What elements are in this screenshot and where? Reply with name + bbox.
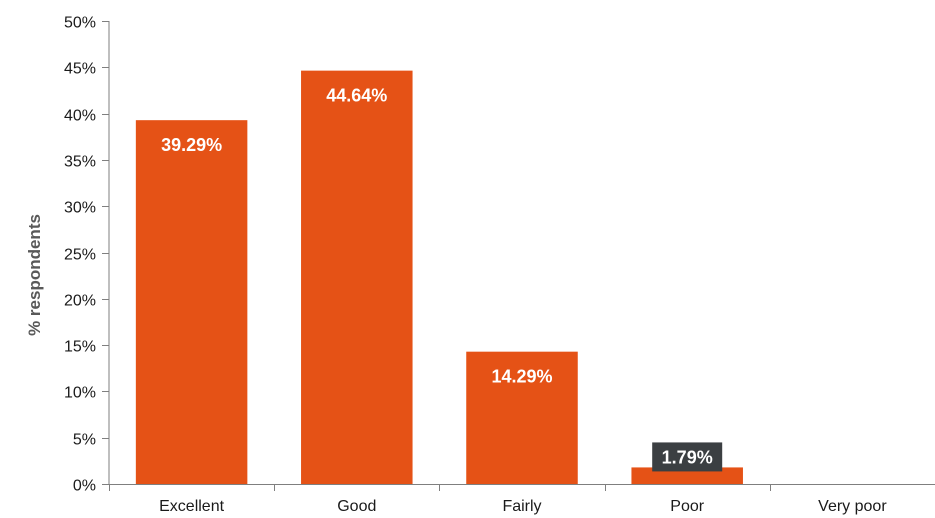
y-tick-label: 45%: [64, 61, 96, 78]
y-tick-label: 25%: [64, 247, 96, 264]
x-category-label: Excellent: [159, 498, 224, 515]
x-category-label: Fairly: [502, 498, 541, 515]
data-label-callout: [652, 442, 723, 472]
data-label: 14.29%: [491, 367, 552, 387]
y-axis-title-group: % respondents: [25, 214, 44, 336]
data-label: 39.29%: [161, 135, 222, 155]
y-tick-label: 0%: [73, 478, 96, 495]
x-category-label: Good: [337, 498, 376, 515]
x-category-label: Very poor: [818, 498, 887, 515]
y-axis-title: % respondents: [25, 214, 44, 336]
bars: 39.29% 44.64% 14.29% 1.79%: [135, 70, 743, 485]
y-tick-label: 15%: [64, 339, 96, 356]
bar-excellent: [135, 120, 248, 485]
y-tick-label: 10%: [64, 385, 96, 402]
bar-fairly: [466, 351, 578, 484]
y-axis: 0% 5% 10% 15% 20% 25% 30% 35% 40% 45% 50%: [64, 15, 110, 495]
y-tick-label: 35%: [64, 154, 96, 171]
x-category-label: Poor: [670, 498, 704, 515]
bar-poor: [631, 467, 743, 484]
data-label: 44.64%: [326, 86, 387, 106]
y-tick-label: 40%: [64, 108, 96, 125]
y-tick-label: 30%: [64, 200, 96, 217]
data-label: 1.79%: [662, 447, 713, 467]
x-axis: Excellent Good Fairly Poor Very poor: [109, 484, 935, 515]
y-tick-label: 20%: [64, 293, 96, 310]
y-tick-label: 5%: [73, 432, 96, 449]
bar-good: [301, 70, 413, 484]
y-tick-label: 50%: [64, 15, 96, 32]
